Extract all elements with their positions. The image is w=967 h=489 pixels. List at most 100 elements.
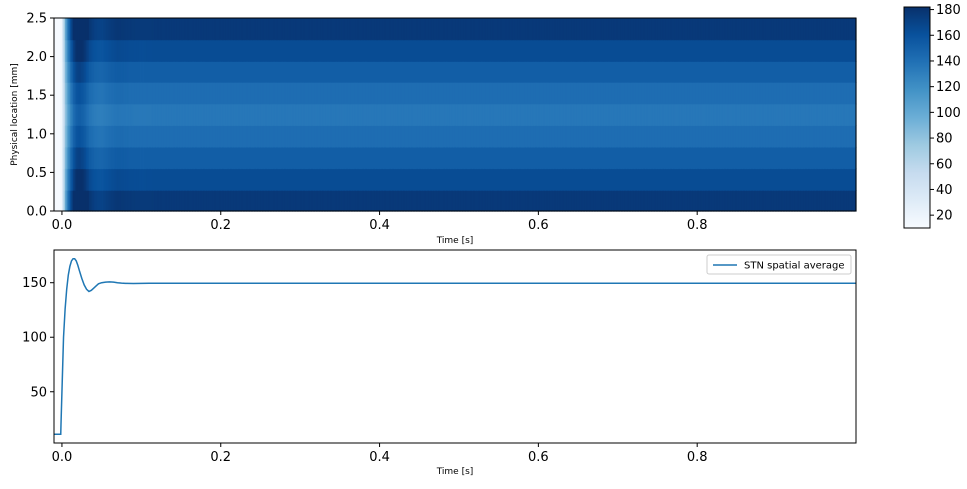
heatmap-cell (682, 61, 686, 83)
heatmap-cell (355, 61, 358, 83)
heatmap-cell (66, 61, 69, 83)
heatmap-cell (598, 82, 601, 105)
heatmap-cell (331, 61, 335, 83)
heatmap-cell (570, 61, 573, 83)
heatmap-cell (425, 168, 428, 191)
heatmap-cell (587, 82, 590, 105)
heatmap-cell (479, 125, 482, 148)
heatmap-cell (250, 190, 254, 212)
heatmap-cell (508, 125, 511, 148)
heatmap-cell (573, 125, 576, 148)
heatmap-cell (379, 125, 382, 148)
heatmap-cell (689, 82, 692, 105)
heatmap-cell (287, 125, 290, 148)
heatmap-cell (122, 190, 125, 212)
heatmap-cell (169, 18, 173, 41)
heatmap-cell (374, 82, 377, 105)
heatmap-cell (331, 168, 335, 191)
heatmap-cell (822, 125, 825, 148)
heatmap-cell (500, 146, 503, 170)
heatmap-cell (328, 103, 331, 126)
heatmap-cell (417, 125, 420, 148)
heatmap-cell (786, 146, 789, 170)
heatmap-cell (689, 61, 692, 83)
heatmap-cell (328, 61, 331, 83)
heatmap-cell (698, 146, 701, 170)
heatmap-cell (522, 103, 525, 126)
heatmap-cell (69, 146, 73, 170)
heatmap-cell (362, 39, 365, 62)
heatmap-cell (600, 61, 603, 83)
heatmap-cell (277, 190, 281, 212)
heatmap-cell (93, 18, 96, 41)
heatmap-cell (462, 168, 465, 191)
heatmap-cell (714, 146, 717, 170)
heatmap-cell (829, 18, 832, 41)
heatmap-cell (708, 18, 711, 41)
heatmap-cell (557, 39, 560, 62)
heatmap-cell (182, 146, 185, 170)
heatmap-cell (323, 125, 327, 148)
heatmap-cell (71, 61, 74, 83)
heatmap-cell (655, 168, 659, 191)
heatmap-cell (401, 61, 404, 83)
heatmap-cell (549, 168, 552, 191)
heatmap-cell (674, 146, 678, 170)
heatmap-cell (109, 18, 112, 41)
heatmap-cell (824, 18, 827, 41)
heatmap-cell (339, 146, 343, 170)
heatmap-cell (387, 103, 390, 126)
heatmap-cell (154, 61, 157, 83)
heatmap-cell (736, 146, 740, 170)
heatmap-cell (398, 168, 401, 191)
heatmap-cell (188, 39, 192, 62)
heatmap-cell (263, 146, 266, 170)
heatmap-cell (694, 39, 697, 62)
heatmap-cell (127, 39, 130, 62)
heatmap-cell (628, 146, 632, 170)
heatmap-cell (463, 61, 466, 83)
heatmap-cell (120, 39, 123, 62)
heatmap-cell (325, 18, 328, 41)
heatmap-cell (447, 146, 451, 170)
heatmap-cell (279, 82, 282, 105)
heatmap-cell (93, 103, 96, 126)
heatmap-cell (462, 190, 465, 212)
heatmap-cell (503, 103, 506, 126)
heatmap-cell (201, 103, 204, 126)
heatmap-cell (536, 39, 539, 62)
heatmap-cell (794, 103, 797, 126)
heatmap-cell (397, 39, 400, 62)
heatmap-cell (795, 190, 798, 212)
heatmap-cell (700, 125, 703, 148)
heatmap-cell (508, 103, 511, 126)
heatmap-cell (441, 190, 444, 212)
heatmap-cell (117, 125, 120, 148)
heatmap-cell (835, 82, 838, 105)
heatmap-cell (463, 146, 466, 170)
heatmap-cell (501, 61, 505, 83)
heatmap-cell (133, 168, 136, 191)
heatmap-cell (673, 61, 676, 83)
heatmap-cell (676, 39, 679, 62)
heatmap-cell (247, 146, 250, 170)
heatmap-cell (784, 190, 787, 212)
heatmap-cell (808, 190, 811, 212)
heatmap-cell (252, 18, 255, 41)
heatmap-cell (87, 82, 90, 105)
heatmap-cell (582, 82, 586, 105)
heatmap-cell (565, 82, 568, 105)
heatmap-cell (422, 190, 425, 212)
heatmap-cell (428, 168, 431, 191)
heatmap-cell (358, 82, 362, 105)
heatmap-cell (249, 61, 252, 83)
heatmap-cell (223, 168, 227, 191)
heatmap-cell (233, 103, 236, 126)
heatmap-cell (241, 39, 244, 62)
heatmap-cell (697, 103, 700, 126)
heatmap-cell (149, 125, 152, 148)
heatmap-cell (420, 190, 424, 212)
heatmap-cell (190, 39, 193, 62)
heatmap-cell (717, 103, 721, 126)
heatmap-cell (365, 146, 368, 170)
